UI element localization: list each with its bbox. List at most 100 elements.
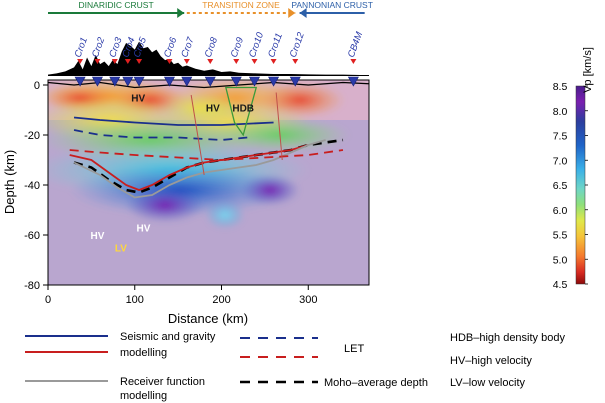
x-tick-label: 300 — [299, 294, 317, 306]
colorbar-tick-label: 5.0 — [553, 254, 568, 266]
colorbar-tick-label: 5.5 — [553, 230, 568, 242]
region-label: HDB — [232, 104, 254, 115]
series-line — [73, 138, 344, 194]
interface-lines — [48, 81, 369, 199]
fault-line — [275, 92, 283, 161]
hdb-outline — [225, 86, 258, 137]
zone-label: TRANSITION ZONE — [202, 0, 280, 10]
legend-receiver-line2: modelling — [120, 390, 167, 402]
region-annotations: HV HV HDB HV LV HV — [90, 94, 254, 255]
region-label: LV — [115, 244, 127, 255]
station-top-marker — [207, 59, 214, 64]
legend-hdb: HDB–high density body — [450, 332, 565, 344]
station-marker — [289, 76, 301, 87]
station-label: Cro11 — [266, 32, 285, 59]
station-marker — [268, 76, 280, 87]
station-label: Cro9 — [229, 35, 247, 59]
colorbar-tick-label: 4.5 — [553, 279, 568, 291]
topography-profile — [48, 41, 369, 76]
legend-moho: Moho–average depth — [324, 377, 428, 389]
crust-zone-arrows: DINARIDIC CRUST TRANSITION ZONE PANNONIAN … — [48, 0, 373, 18]
colorbar-tick-label: 6.0 — [553, 205, 568, 217]
legend-hv: HV–high velocity — [450, 355, 532, 367]
station-top-marker — [292, 59, 299, 64]
station-marker — [204, 76, 216, 87]
legend: Seismic and gravity modelling Receiver f… — [25, 331, 565, 402]
region-label: HV — [206, 104, 220, 115]
station-top-marker — [233, 59, 240, 64]
y-tick-label: -20 — [24, 130, 40, 142]
zone-arrow-head — [299, 8, 307, 18]
y-axis: 0 -20 -40 -60 -80 — [24, 80, 48, 292]
station-label: Cro6 — [162, 35, 180, 59]
topography-fill — [48, 41, 369, 76]
region-label: HV — [136, 224, 150, 235]
station-label: Cro12 — [288, 30, 307, 59]
series-line — [69, 144, 309, 191]
station-label: Cro2 — [90, 35, 108, 59]
station-top-marker — [111, 59, 118, 64]
colorbar-tick-label: 8.5 — [553, 81, 568, 93]
legend-lv: LV–low velocity — [450, 377, 525, 389]
station-marker — [230, 76, 242, 87]
y-axis-label: Depth (km) — [2, 150, 17, 214]
series-line — [69, 149, 344, 161]
station-label: Cro10 — [247, 30, 266, 59]
legend-seismic-line1: Seismic and gravity — [120, 331, 216, 343]
zone-label: PANNONIAN CRUST — [291, 0, 373, 10]
x-axis: 0 100 200 300 — [45, 285, 317, 306]
colorbar-tick-label: 7.5 — [553, 131, 568, 143]
x-axis-label: Distance (km) — [168, 311, 248, 326]
station-marker — [91, 76, 103, 87]
region-label: HV — [90, 231, 104, 242]
y-tick-label: 0 — [34, 80, 40, 92]
surface-line — [48, 81, 369, 89]
station-marker — [74, 76, 86, 87]
y-tick-label: -80 — [24, 280, 40, 292]
fault-line — [190, 94, 205, 176]
station-top-marker — [136, 59, 143, 64]
zone-arrow-head — [288, 8, 296, 18]
legend-seismic-line2: modelling — [120, 347, 167, 359]
station-top-marker — [183, 59, 190, 64]
colorbar-tick-label: 6.5 — [553, 180, 568, 192]
station-marker — [109, 76, 121, 87]
station-markers — [74, 76, 359, 87]
station-marker — [181, 76, 193, 87]
legend-let: LET — [344, 343, 364, 355]
station-marker — [133, 76, 145, 87]
y-tick-label: -40 — [24, 180, 40, 192]
x-tick-label: 200 — [212, 294, 230, 306]
station-label: Cro1 — [73, 36, 90, 59]
station-marker — [347, 76, 359, 87]
station-label: Cro8 — [203, 35, 221, 59]
station-top-marker — [77, 59, 84, 64]
y-tick-label: -60 — [24, 230, 40, 242]
colorbar-tick-label: 7.0 — [553, 155, 568, 167]
zone-arrow-head — [177, 8, 185, 18]
region-label: HV — [131, 94, 145, 105]
velocity-field: HV HV HDB HV LV HV — [48, 80, 369, 285]
station-label: CB4M — [346, 30, 365, 59]
colorbar — [575, 85, 586, 285]
x-tick-label: 0 — [45, 294, 51, 306]
station-top-marker — [94, 59, 101, 64]
station-marker — [122, 76, 134, 87]
station-marker — [248, 76, 260, 87]
colorbar-ticks: 8.5 8.0 7.5 7.0 6.5 6.0 5.5 5.0 4.5 — [553, 81, 588, 291]
station-top-marker — [251, 59, 258, 64]
station-label: Cro7 — [179, 35, 197, 59]
colorbar-label: Vp [km/s] — [582, 47, 594, 93]
x-tick-label: 100 — [126, 294, 144, 306]
series-line — [73, 116, 274, 126]
legend-receiver-line1: Receiver function — [120, 376, 205, 388]
station-top-marker — [166, 59, 173, 64]
series-line — [73, 129, 248, 141]
zone-label: DINARIDIC CRUST — [79, 0, 154, 10]
station-top-marker — [350, 59, 357, 64]
high-density-body-outline — [225, 86, 258, 137]
station-top-marker — [124, 59, 131, 64]
colorbar-tick-label: 8.0 — [553, 106, 568, 118]
